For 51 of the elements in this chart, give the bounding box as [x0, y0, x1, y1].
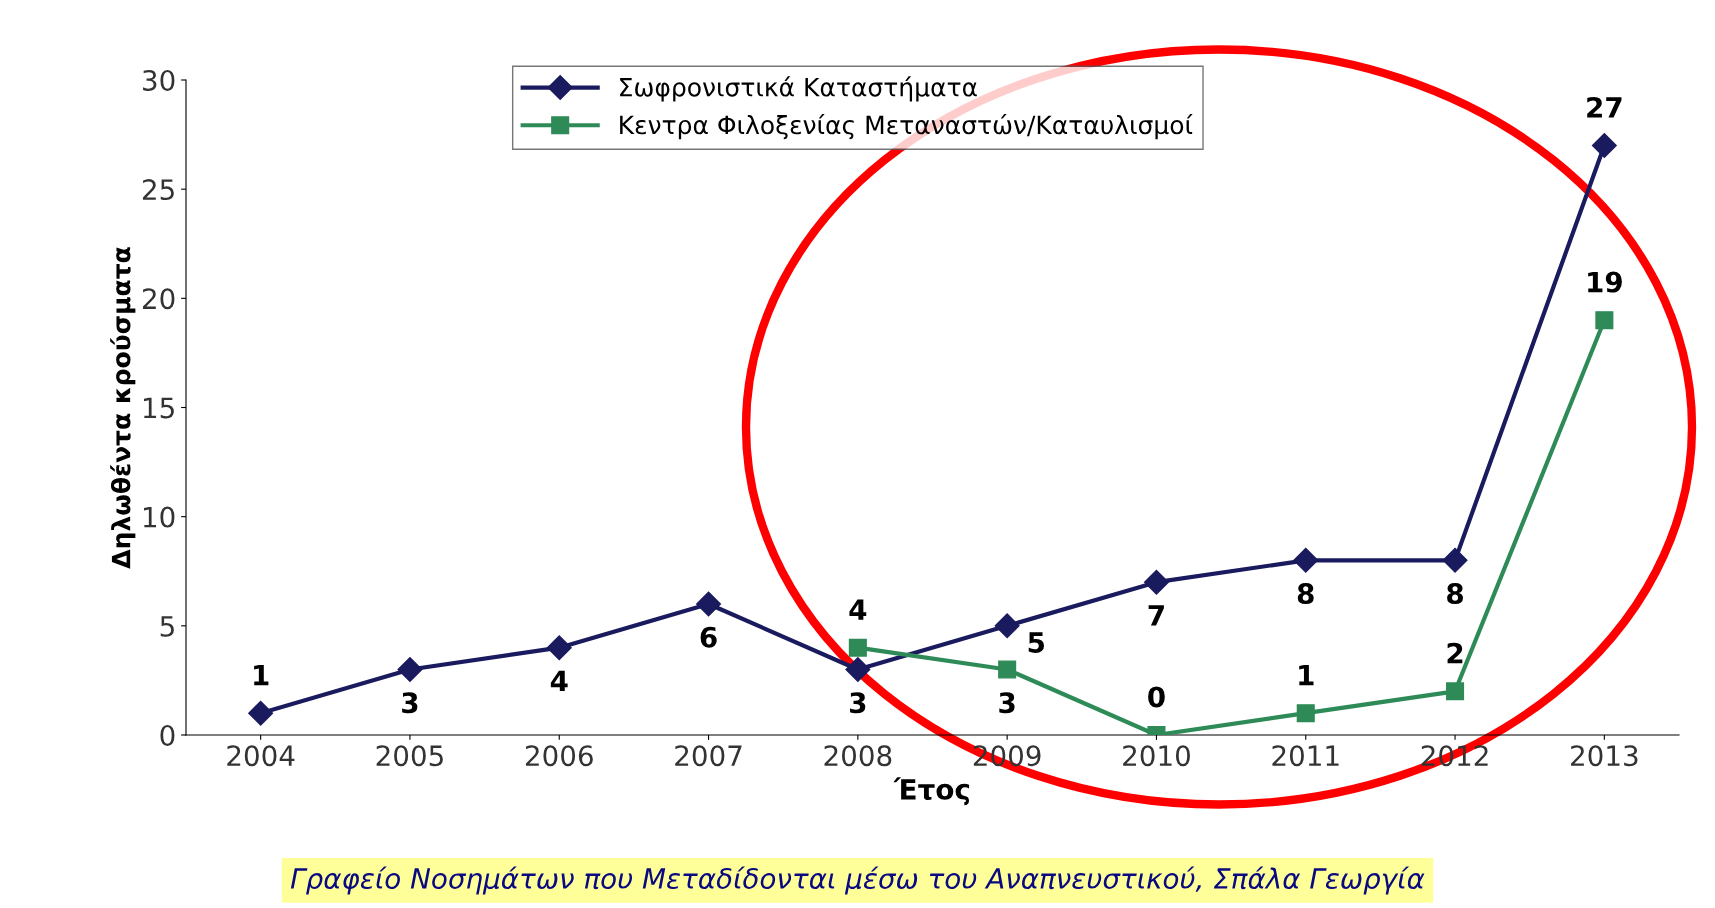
y-tick-label: 25 — [142, 179, 174, 201]
y-axis-title: Δηλωθέντα κρούσματα — [110, 247, 136, 569]
point — [845, 657, 871, 682]
data-label: 3 — [999, 692, 1015, 714]
data-label: 4 — [550, 670, 568, 691]
point — [546, 635, 572, 661]
point — [848, 638, 867, 657]
x-tick-label: 2004 — [227, 745, 295, 767]
point — [248, 700, 274, 726]
data-label: 5 — [1028, 632, 1044, 653]
data-label: 7 — [1148, 605, 1164, 626]
y-tick-label: 15 — [143, 397, 174, 419]
data-label: 8 — [1447, 583, 1463, 605]
point — [1296, 704, 1315, 723]
y-tick-label: 5 — [160, 616, 174, 637]
data-label: 2 — [1447, 642, 1463, 664]
point — [1595, 311, 1614, 330]
text: Γραφείο Νοσημάτων που Μεταδίδονται μέσω του Αναπνευστικού, Σπάλα Γεωργία — [290, 866, 1425, 895]
x-tick-label: 2010 — [1123, 745, 1190, 767]
data-label: 1 — [1299, 664, 1314, 686]
point — [994, 613, 1020, 639]
x-tick-label: 2011 — [1272, 745, 1339, 767]
data-label: 0 — [1148, 686, 1165, 708]
data-label: 4 — [849, 599, 867, 620]
legend-label: Κεντρα Φιλοξενίας Μεταναστών/Καταυλισμοί — [620, 114, 1193, 140]
x-tick-label: 2007 — [675, 745, 742, 767]
y-tick-label: 0 — [160, 724, 175, 746]
x-tick-label: 2005 — [376, 745, 443, 767]
data-label: 1 — [254, 664, 269, 686]
y-tick-label: 10 — [143, 506, 175, 528]
x-axis-title: Έτος — [893, 777, 970, 806]
point — [998, 660, 1017, 679]
x-tick-label: 2013 — [1571, 745, 1638, 767]
point — [397, 657, 423, 682]
point — [1442, 547, 1468, 573]
y-tick-label: 20 — [142, 288, 175, 310]
data-label: 27 — [1587, 96, 1622, 118]
y-tick-label: 30 — [143, 69, 175, 91]
data-label: 3 — [850, 692, 866, 714]
point — [696, 591, 722, 617]
data-label: 19 — [1588, 271, 1622, 293]
point — [1143, 569, 1169, 595]
x-tick-label: 2008 — [824, 745, 892, 767]
legend-label: Σωφρονιστικά Καταστήματα — [620, 76, 977, 102]
data-label: 6 — [700, 626, 717, 648]
point — [1446, 682, 1465, 701]
data-label: 3 — [402, 692, 418, 714]
data-label: 8 — [1297, 583, 1314, 605]
point — [1591, 133, 1617, 158]
point — [1293, 547, 1319, 573]
x-tick-label: 2006 — [525, 745, 593, 767]
